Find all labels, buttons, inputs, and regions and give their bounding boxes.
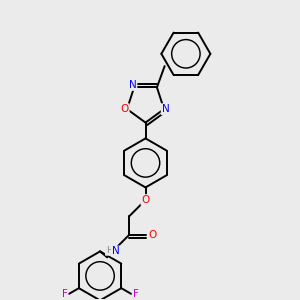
Text: N: N xyxy=(129,80,136,90)
Text: O: O xyxy=(121,104,129,114)
Text: O: O xyxy=(141,195,150,205)
Text: N: N xyxy=(112,246,119,256)
Text: F: F xyxy=(61,289,68,299)
Text: F: F xyxy=(133,289,139,299)
Text: H: H xyxy=(106,246,112,255)
Text: O: O xyxy=(149,230,157,240)
Text: N: N xyxy=(162,104,170,114)
